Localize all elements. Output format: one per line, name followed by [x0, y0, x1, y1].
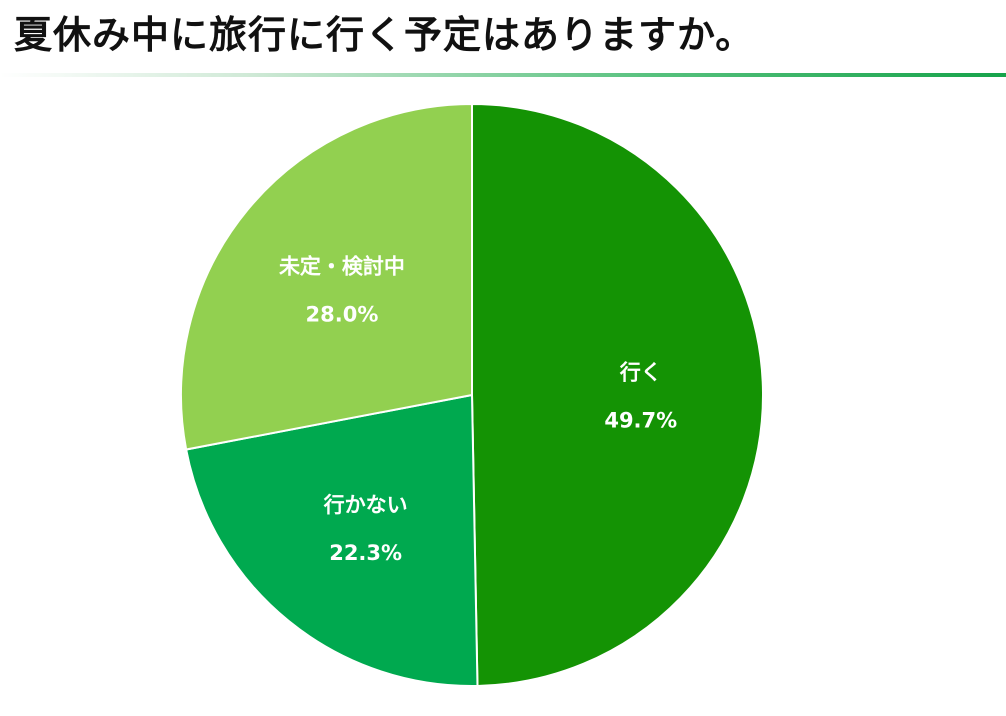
- slice-value-0: 49.7%: [604, 408, 677, 432]
- title-underline: [0, 73, 1006, 77]
- slice-label-2: 未定・検討中: [279, 254, 405, 278]
- slice-label-1: 行かない: [323, 493, 408, 517]
- slice-value-2: 28.0%: [306, 302, 379, 326]
- pie-slices: [180, 102, 764, 687]
- pie-slice-0: [471, 102, 764, 687]
- pie-labels: 行く 49.7% 行かない 22.3% 未定・検討中 28.0%: [279, 254, 677, 565]
- slice-label-0: 行く: [619, 360, 662, 384]
- chart-title: 夏休み中に旅行に行く予定はありますか。: [14, 13, 755, 57]
- pie-slice-2: [180, 102, 473, 451]
- pie-slice-1: [184, 393, 479, 687]
- slice-value-1: 22.3%: [329, 541, 402, 565]
